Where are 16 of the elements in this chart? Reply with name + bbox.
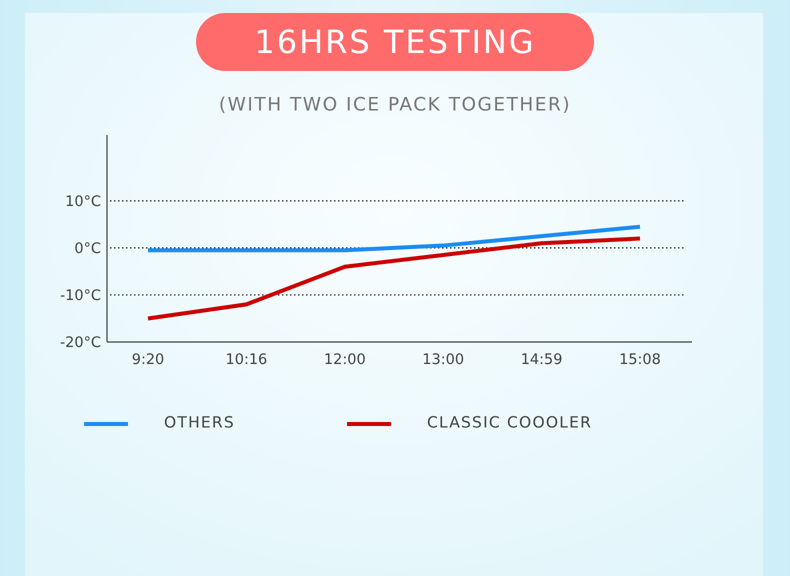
x-tick-label: 12:00 [324, 352, 366, 368]
chart-subtitle: (WITH TWO ICE PACK TOGETHER) [218, 94, 572, 116]
x-tick-label: 15:08 [619, 352, 661, 368]
legend-label: OTHERS [164, 413, 235, 432]
line-series [146, 236, 642, 320]
y-tick-label: 0°C [74, 240, 101, 257]
x-tick-label: 14:59 [520, 352, 562, 368]
legend-label: CLASSIC COOOLER [427, 413, 592, 432]
y-tick-label: -10°C [60, 288, 101, 304]
x-tick-label: 9:20 [132, 352, 164, 368]
x-tick-label: 10:16 [226, 352, 268, 368]
x-tick-label: 13:00 [422, 352, 464, 368]
y-tick-label: -20°C [60, 335, 101, 352]
y-tick-label: 10°C [65, 194, 101, 210]
chart-title: 16HRS TESTING [254, 23, 536, 62]
line-series [146, 224, 642, 252]
